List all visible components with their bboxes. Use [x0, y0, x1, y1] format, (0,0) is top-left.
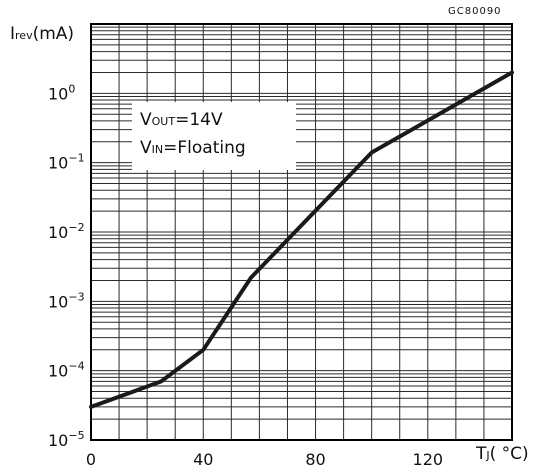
plot-frame [90, 23, 513, 441]
series-line [89, 70, 514, 409]
y-tick-label: 10−3 [48, 290, 85, 311]
y-tick-label: 10−2 [48, 221, 85, 242]
x-axis-label: TJ( °C) [476, 444, 529, 464]
x-tick-label: 120 [413, 450, 444, 469]
conditions-legend: VOUT=14V VIN=Floating [132, 102, 296, 170]
y-tick-label: 10−5 [48, 429, 85, 450]
legend-vin: VIN=Floating [140, 138, 246, 158]
y-tick-label: 100 [48, 82, 75, 103]
y-axis-label: Irev(mA) [10, 24, 75, 44]
y-tick-label: 10−4 [48, 360, 85, 381]
x-tick-label: 40 [193, 450, 213, 469]
x-tick-label: 0 [86, 450, 96, 469]
y-tick-label: 10−1 [48, 152, 85, 173]
legend-vout: VOUT=14V [140, 110, 223, 130]
x-tick-label: 80 [305, 450, 325, 469]
figure-id: GC80090 [448, 6, 502, 17]
